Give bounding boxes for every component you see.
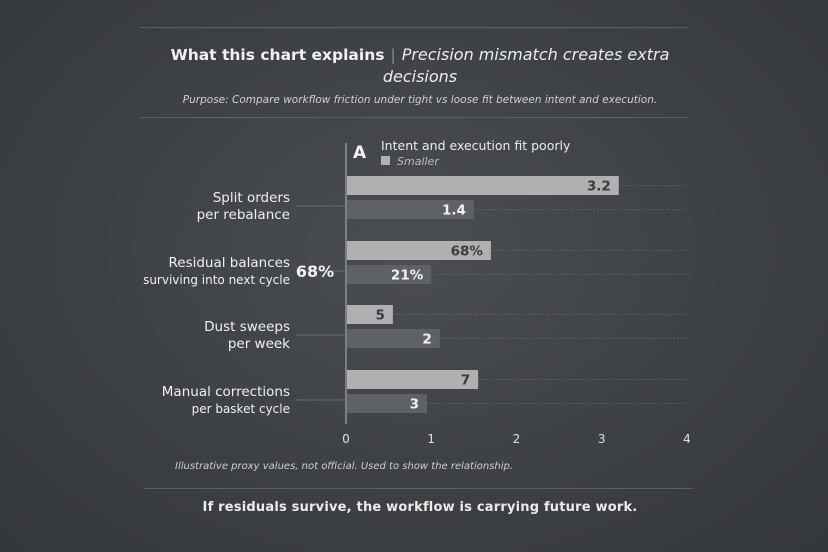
header-rule	[140, 117, 688, 118]
bar-value-label: 21%	[391, 268, 424, 284]
bar-value-label: 7	[461, 373, 470, 389]
chart-title: Intent and execution fit poorly	[381, 138, 571, 153]
bar	[347, 241, 491, 260]
header-title-line1: Precision mismatch creates extra	[401, 45, 670, 64]
legend-swatch	[381, 156, 390, 165]
category-label-line2: per rebalance	[197, 207, 290, 223]
header-separator: |	[390, 46, 396, 64]
bar	[347, 265, 432, 284]
bar	[347, 176, 619, 195]
x-tick-label: 4	[683, 432, 691, 446]
category-label-line1: Dust sweeps	[204, 319, 290, 335]
category-label-line1: Split orders	[213, 190, 290, 206]
header-title-line2: decisions	[382, 67, 458, 86]
category-label-line1: Residual balances	[169, 255, 291, 271]
category-label-line2: per basket cycle	[192, 402, 290, 416]
x-tick-label: 1	[427, 432, 435, 446]
x-tick-label: 0	[342, 432, 350, 446]
bar	[347, 329, 440, 348]
purpose-text: Purpose: Compare workflow friction under…	[182, 94, 658, 106]
side-callout: 68%	[296, 262, 334, 281]
bar	[347, 200, 474, 219]
bar-value-label: 3	[410, 397, 419, 413]
bar-value-label: 2	[422, 332, 431, 348]
header-lead: What this chart explains	[170, 46, 385, 64]
bar	[347, 370, 479, 389]
takeaway-text: If residuals survive, the workflow is ca…	[202, 500, 638, 515]
bar-value-label: 3.2	[587, 179, 611, 195]
chart-header: What this chart explains | Precision misma…	[140, 44, 700, 88]
bar	[347, 394, 427, 413]
bar-value-label: 68%	[451, 244, 484, 260]
legend-label: Smaller	[397, 155, 440, 168]
top-rule	[140, 27, 688, 28]
bar-value-label: 5	[375, 308, 384, 324]
footer-rule	[145, 488, 693, 489]
panel-letter: A	[353, 143, 367, 163]
bar-value-label: 1.4	[442, 203, 466, 219]
category-label-line2: per week	[228, 336, 290, 352]
x-tick-label: 3	[598, 432, 606, 446]
x-tick-label: 2	[513, 432, 521, 446]
category-label-line1: Manual corrections	[162, 384, 290, 400]
category-label-line2: surviving into next cycle	[143, 273, 290, 287]
footnote: Illustrative proxy values, not official.…	[175, 461, 514, 472]
bar	[347, 305, 393, 324]
